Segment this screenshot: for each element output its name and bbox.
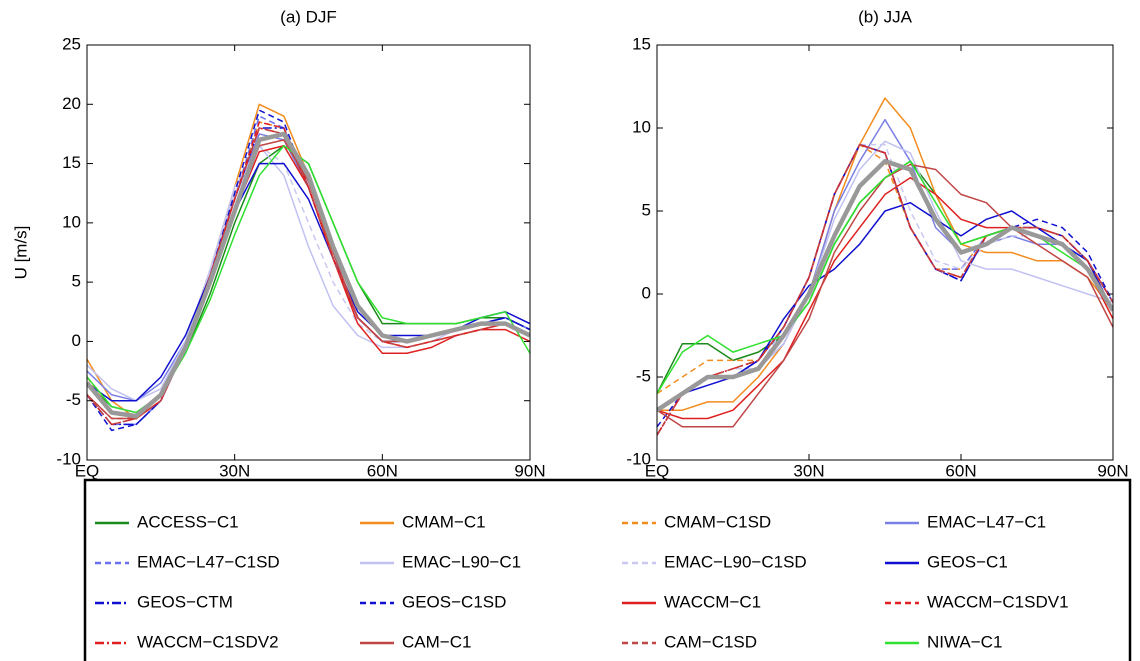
series-line: [657, 143, 1113, 436]
y-axis-label: U [m/s]: [11, 226, 30, 280]
series-line: [87, 162, 530, 402]
legend-label: WACCM−C1SDV2: [137, 632, 279, 651]
legend-label: EMAC−L90−C1SD: [664, 552, 807, 571]
series-line: [657, 140, 1113, 411]
series-line: [657, 143, 1113, 411]
series-line: [657, 163, 1113, 428]
x-tick-label: 90N: [514, 461, 545, 480]
legend-label: GEOS−CTM: [137, 592, 233, 611]
series-line: [657, 97, 1113, 411]
y-tick-label: 5: [72, 272, 81, 291]
legend-label: ACCESS−C1: [137, 512, 239, 531]
series-line: [657, 160, 1113, 394]
y-tick-label: -10: [56, 449, 81, 468]
panel-title: (a) DJF: [280, 7, 337, 26]
y-tick-label: -5: [636, 366, 651, 385]
series-line: [657, 143, 1113, 436]
y-tick-label: -10: [626, 449, 651, 468]
legend: ACCESS−C1 CMAM−C1 CMAM−C1SD EMAC−L47−C1 EMAC…: [83, 478, 1132, 661]
series-line: [657, 160, 1113, 394]
y-tick-label: 10: [62, 212, 81, 231]
legend-label: CAM−C1SD: [664, 632, 757, 651]
y-tick-label: 20: [62, 94, 81, 113]
x-tick-label: 60N: [945, 461, 976, 480]
series-line: [657, 158, 1113, 413]
legend-label: WACCM−C1SDV1: [927, 592, 1069, 611]
legend-label: GEOS−C1SD: [402, 592, 506, 611]
x-tick-label: 90N: [1097, 461, 1128, 480]
x-tick-label: 30N: [219, 461, 250, 480]
legend-label: EMAC−L47−C1: [927, 512, 1046, 531]
legend-label: CMAM−C1SD: [664, 512, 771, 531]
legend-label: EMAC−L47−C1SD: [137, 552, 280, 571]
axes-frame: [86, 44, 531, 461]
series-line: [87, 109, 530, 432]
series-line: [657, 143, 1113, 436]
series-line: [657, 143, 1113, 411]
plot-area: [657, 97, 1113, 436]
series-line: [87, 121, 530, 420]
y-tick-label: 25: [62, 34, 81, 53]
series-line: [657, 143, 1113, 436]
y-tick-label: 15: [62, 153, 81, 172]
y-tick-label: 0: [72, 331, 81, 350]
series-line: [87, 121, 530, 420]
legend-label: GEOS−C1: [927, 552, 1008, 571]
x-tick-label: EQ: [75, 461, 100, 480]
y-tick-label: -5: [66, 390, 81, 409]
legend-frame: [83, 478, 1132, 661]
series-line: [87, 115, 530, 426]
series-line: [87, 127, 530, 426]
x-tick-label: 30N: [793, 461, 824, 480]
y-tick-label: 15: [632, 34, 651, 53]
series-line: [87, 131, 530, 419]
plot-area: [87, 103, 530, 432]
legend-label: WACCM−C1: [664, 592, 761, 611]
y-tick-label: 0: [642, 283, 651, 302]
panel-title: (b) JJA: [858, 7, 913, 26]
legend-label: EMAC−L90−C1: [402, 552, 521, 571]
y-tick-label: 5: [642, 200, 651, 219]
x-tick-label: 60N: [367, 461, 398, 480]
legend-label: CAM−C1: [402, 632, 471, 651]
legend-label: CMAM−C1: [402, 512, 486, 531]
legend-label: NIWA−C1: [927, 632, 1002, 651]
axes-frame: [656, 44, 1114, 461]
series-line: [657, 177, 1113, 420]
series-line: [87, 127, 530, 426]
series-line: [657, 143, 1113, 428]
x-tick-label: EQ: [645, 461, 670, 480]
y-tick-label: 10: [632, 117, 651, 136]
series-line: [87, 103, 530, 420]
series-line: [87, 145, 530, 402]
